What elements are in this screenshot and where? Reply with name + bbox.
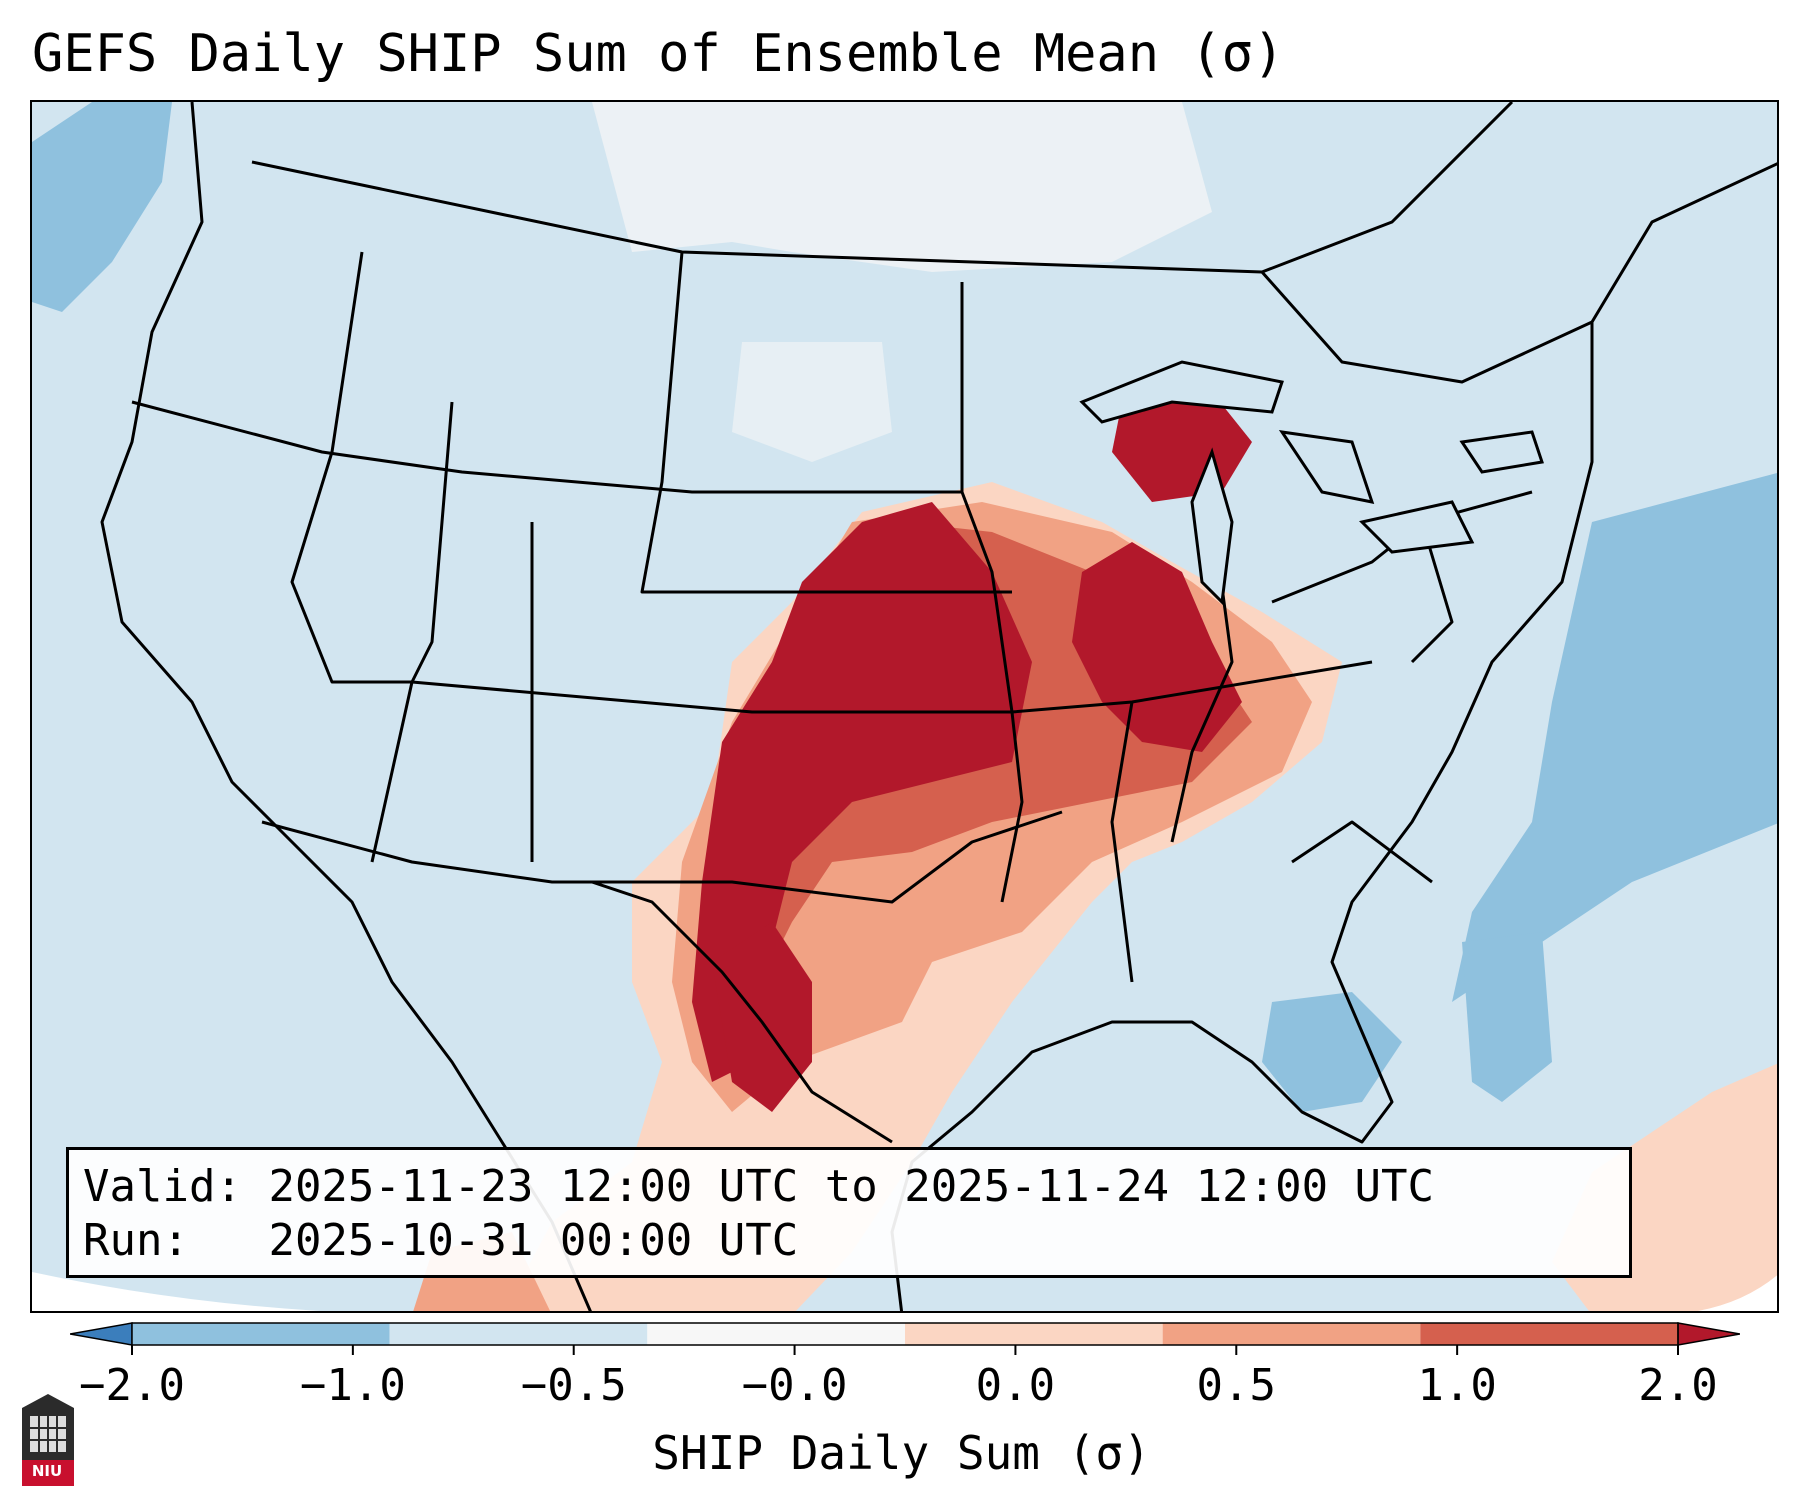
canada-neutral-area [592, 102, 1212, 272]
northern-plains-neutral-area [732, 342, 892, 462]
colorbar [70, 1322, 1740, 1355]
map-frame [30, 100, 1779, 1313]
colorbar-tick-label: 2.0 [1638, 1360, 1718, 1411]
colorbar-segment [647, 1323, 905, 1345]
colorbar-tick-label: −1.0 [299, 1360, 406, 1411]
colorbar-tick-label: 0.5 [1196, 1360, 1277, 1411]
gulf-low-anomaly [1462, 932, 1552, 1102]
valid-run-info-box: Valid: 2025-11-23 12:00 UTC to 2025-11-2… [66, 1147, 1632, 1278]
pacific-low-anomaly [32, 102, 172, 312]
niu-logo-icon [22, 1394, 74, 1486]
run-value: 2025-10-31 00:00 UTC [268, 1215, 799, 1266]
valid-label: Valid: [83, 1161, 242, 1212]
colorbar-tick-label: 0.0 [975, 1360, 1056, 1411]
anomaly-above-2 [692, 502, 1032, 1082]
florida-low-anomaly [1262, 992, 1402, 1112]
anomaly-above-2-texas [712, 922, 812, 1112]
anomaly-map [32, 102, 1777, 1311]
niu-logo-text: NIU [31, 1462, 63, 1480]
colorbar-segment [1420, 1323, 1678, 1345]
colorbar-title: SHIP Daily Sum (σ) [652, 1426, 1151, 1480]
colorbar-segment [389, 1323, 648, 1345]
off-domain-corner-right [1697, 1275, 1777, 1311]
great-lakes [1079, 360, 1544, 606]
colorbar-tick-label: 1.0 [1417, 1360, 1497, 1411]
anomaly-above-2-illinois [1072, 542, 1242, 752]
coastlines-and-borders [100, 102, 1777, 1311]
off-domain-corner [32, 1272, 321, 1311]
colorbar-extend-low [70, 1322, 133, 1346]
atlantic-low-anomaly [1452, 473, 1777, 1002]
colorbar-tick-label: −0.0 [741, 1360, 848, 1411]
run-label: Run: [83, 1215, 189, 1266]
colorbar-extend-high [1677, 1322, 1740, 1346]
colorbar-segment [132, 1323, 390, 1345]
map-title: GEFS Daily SHIP Sum of Ensemble Mean (σ) [32, 24, 1285, 84]
colorbar-tick-label: −0.5 [520, 1360, 627, 1411]
colorbar-tick-label: −2.0 [79, 1360, 185, 1411]
colorbar-segment [905, 1323, 1163, 1345]
valid-value: 2025-11-23 12:00 UTC to 2025-11-24 12:00… [268, 1161, 1435, 1212]
colorbar-segment [1162, 1323, 1421, 1345]
